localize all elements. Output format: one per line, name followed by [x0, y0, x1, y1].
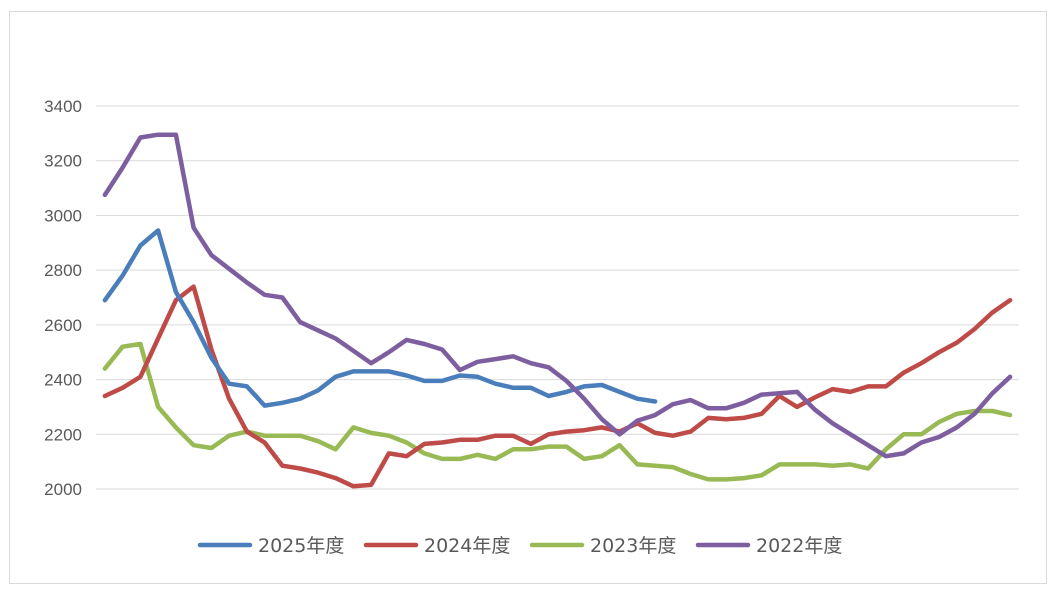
y-tick-label-2400: 2400 [44, 371, 82, 390]
y-tick-label-3000: 3000 [44, 206, 82, 225]
series-line-2025年度 [102, 228, 658, 408]
legend-label-2022年度: 2022年度 [756, 535, 842, 557]
legend-label-2023年度: 2023年度 [590, 535, 676, 557]
y-tick-label-2600: 2600 [44, 316, 82, 335]
legend-label-2025年度: 2025年度 [258, 535, 344, 557]
legend: 2025年度 2024年度 2023年度 2022年度 [197, 535, 842, 557]
series-line-2024年度 [102, 284, 1013, 489]
series-line-2022年度 [102, 132, 1013, 459]
series-line-2023年度 [102, 341, 1013, 482]
legend-label-2024年度: 2024年度 [424, 535, 510, 557]
y-tick-label-3400: 3400 [44, 97, 82, 116]
chart-frame: 2000 2200 2400 2600 2800 3000 3200 3400 2025年度 2… [9, 11, 1047, 584]
y-tick-label-2000: 2000 [44, 480, 82, 499]
y-tick-label-3200: 3200 [44, 152, 82, 171]
series-lines [102, 132, 1013, 489]
y-axis-tick-labels: 2000 2200 2400 2600 2800 3000 3200 3400 [44, 97, 82, 499]
y-tick-label-2200: 2200 [44, 425, 82, 444]
y-tick-label-2800: 2800 [44, 261, 82, 280]
